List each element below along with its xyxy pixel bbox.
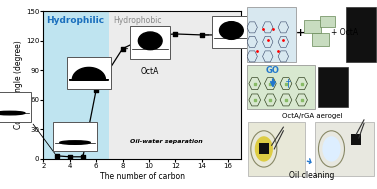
Point: [225, 33, 231, 36]
FancyBboxPatch shape: [130, 26, 170, 59]
FancyBboxPatch shape: [320, 16, 336, 27]
Polygon shape: [69, 67, 109, 80]
FancyBboxPatch shape: [319, 67, 348, 107]
FancyBboxPatch shape: [53, 122, 97, 151]
FancyArrowPatch shape: [271, 79, 275, 86]
FancyBboxPatch shape: [248, 122, 305, 176]
Text: †: †: [286, 79, 291, 89]
Text: OctA: OctA: [141, 67, 159, 76]
Point: [54, 154, 60, 157]
Circle shape: [255, 136, 273, 162]
Ellipse shape: [0, 111, 25, 115]
Point: [67, 155, 73, 158]
FancyBboxPatch shape: [314, 122, 374, 176]
Text: Hydrophilic: Hydrophilic: [46, 16, 104, 25]
Text: OctA/rGA aerogel: OctA/rGA aerogel: [282, 113, 342, 119]
Text: Oil-water separation: Oil-water separation: [130, 139, 202, 144]
FancyBboxPatch shape: [351, 134, 362, 145]
Text: Hydrophobic: Hydrophobic: [113, 16, 162, 25]
Point: [146, 34, 152, 37]
FancyBboxPatch shape: [346, 7, 376, 62]
FancyBboxPatch shape: [0, 92, 31, 122]
Ellipse shape: [60, 141, 90, 144]
Bar: [43, 11, 109, 159]
Text: + OctA: + OctA: [331, 28, 359, 37]
Circle shape: [322, 136, 340, 162]
Point: [80, 155, 86, 158]
FancyBboxPatch shape: [304, 20, 321, 33]
Circle shape: [138, 32, 162, 50]
Text: +: +: [296, 28, 305, 38]
FancyBboxPatch shape: [312, 33, 329, 46]
FancyBboxPatch shape: [259, 143, 269, 154]
Point: [172, 33, 178, 36]
FancyBboxPatch shape: [211, 16, 251, 48]
Circle shape: [219, 22, 243, 39]
Point: [120, 47, 126, 50]
Point: [199, 33, 205, 36]
FancyBboxPatch shape: [247, 7, 296, 62]
FancyBboxPatch shape: [247, 65, 314, 109]
Point: [93, 88, 99, 91]
Text: Oil cleaning: Oil cleaning: [289, 171, 335, 180]
FancyBboxPatch shape: [247, 4, 377, 185]
Bar: [109, 11, 241, 159]
Text: GO: GO: [266, 66, 280, 75]
X-axis label: The number of carbon: The number of carbon: [100, 172, 185, 181]
FancyBboxPatch shape: [67, 57, 111, 89]
Y-axis label: Contact angle (degree): Contact angle (degree): [14, 41, 23, 129]
